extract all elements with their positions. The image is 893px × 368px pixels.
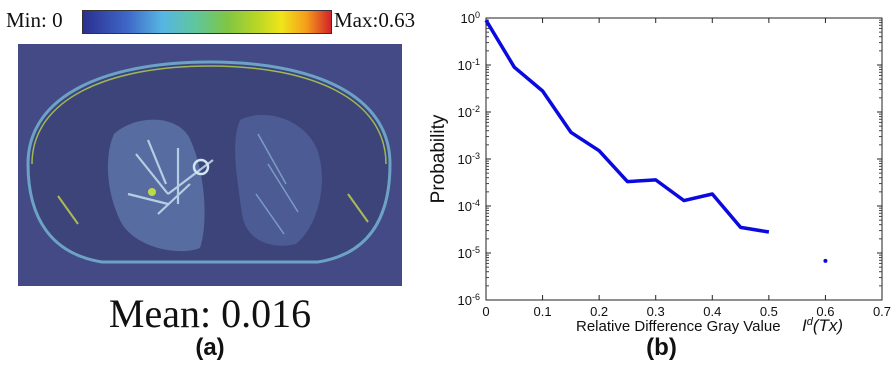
x-axis-math-label: Id(Tx) bbox=[802, 316, 843, 335]
x-tick-label: 0 bbox=[482, 304, 489, 319]
chart-plot-frame bbox=[485, 17, 883, 301]
x-tick-label: 0.3 bbox=[647, 304, 665, 319]
probability-chart: 100 10-1 10-2 10-3 10-4 10-5 10-6 0 0.1 0.2 0.3 0.… bbox=[428, 10, 891, 335]
y-tick-label: 10-5 bbox=[458, 245, 480, 261]
x-tick-label: 0.5 bbox=[760, 304, 778, 319]
panel-a: Min: 0 Max:0.63 Mean: 0.016 (a) bbox=[0, 0, 420, 368]
y-axis-label: Probability bbox=[428, 114, 449, 203]
x-tick-label: 0.1 bbox=[534, 304, 552, 319]
y-tick-label: 10-3 bbox=[458, 151, 480, 167]
y-tick-label: 10-4 bbox=[458, 198, 480, 214]
panel-b-label: (b) bbox=[646, 334, 677, 361]
y-tick-label: 100 bbox=[461, 10, 480, 26]
x-tick-label: 0.7 bbox=[873, 304, 891, 319]
x-tick-label: 0.4 bbox=[703, 304, 721, 319]
mean-value-text: Mean: 0.016 bbox=[108, 291, 312, 336]
panel-a-label: (a) bbox=[195, 334, 225, 361]
x-tick-label: 0.2 bbox=[590, 304, 608, 319]
probability-line bbox=[484, 19, 770, 234]
colorbar-max-label: Max:0.63 bbox=[334, 8, 416, 32]
y-tick-label: 10-2 bbox=[458, 104, 480, 120]
y-tick-label: 10-6 bbox=[458, 292, 480, 308]
x-axis-label: Relative Difference Gray Value bbox=[576, 318, 781, 335]
x-tick-label: 0.6 bbox=[816, 304, 834, 319]
colorbar bbox=[82, 10, 332, 34]
data-point bbox=[823, 258, 828, 263]
colorbar-min-label: Min: 0 bbox=[6, 8, 63, 32]
y-tick-label: 10-1 bbox=[458, 57, 480, 73]
ct-difference-map bbox=[18, 44, 402, 286]
